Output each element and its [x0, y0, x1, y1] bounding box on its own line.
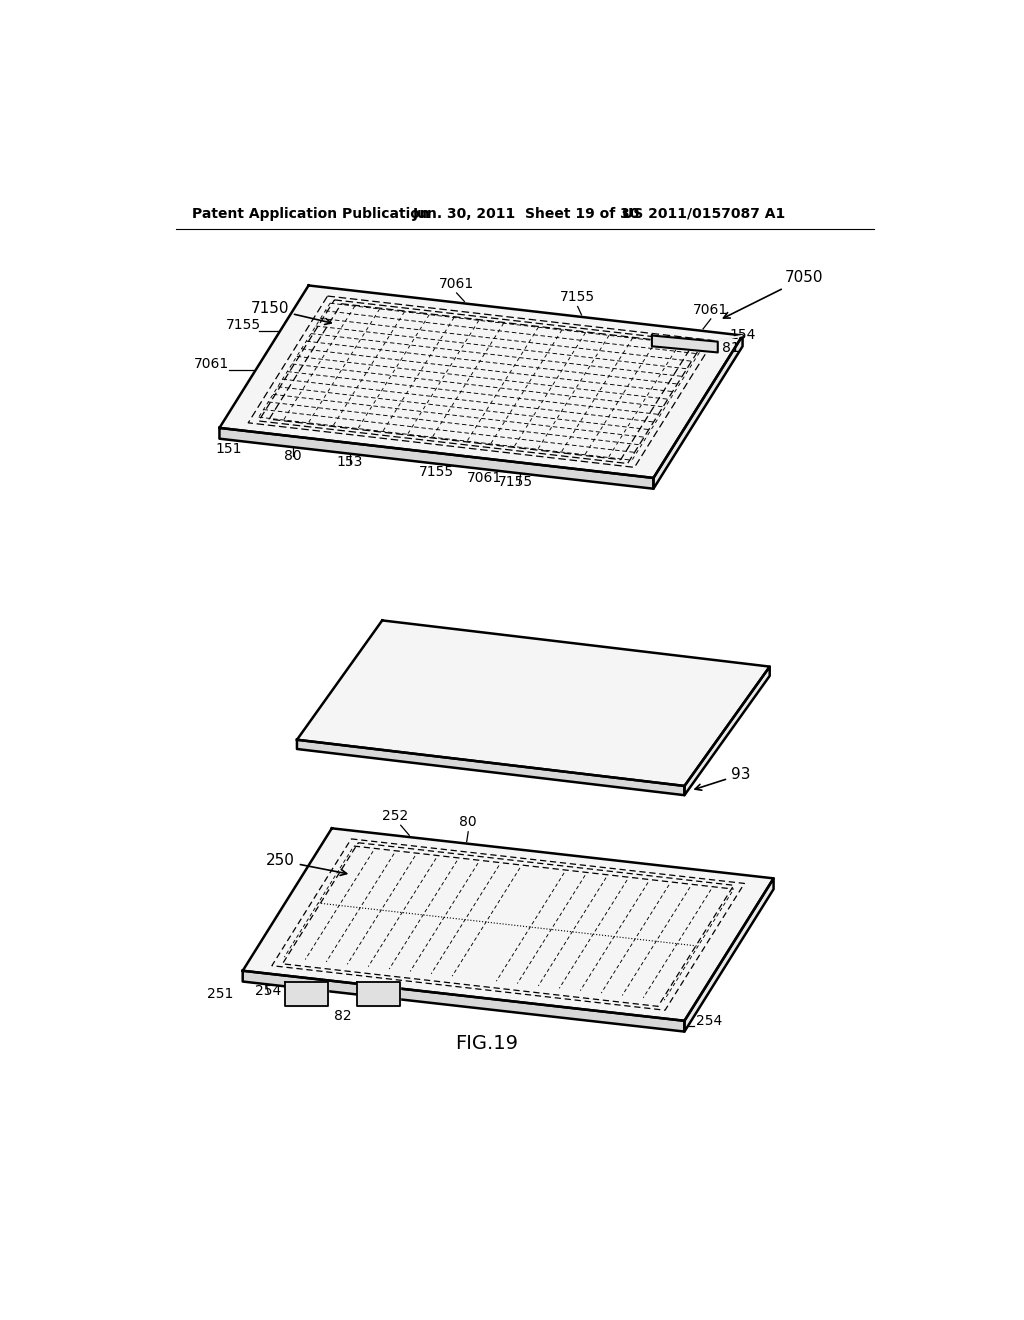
Text: 80: 80 — [285, 449, 302, 462]
Polygon shape — [684, 878, 773, 1032]
Text: 93: 93 — [695, 767, 751, 791]
Polygon shape — [243, 970, 684, 1032]
Text: 80: 80 — [460, 816, 477, 829]
Polygon shape — [357, 982, 400, 1006]
Text: 7155: 7155 — [498, 475, 534, 488]
Text: 7155: 7155 — [225, 318, 261, 333]
Polygon shape — [684, 667, 770, 795]
Text: 82: 82 — [334, 1008, 351, 1023]
Polygon shape — [716, 335, 742, 342]
Text: 7050: 7050 — [724, 271, 823, 318]
Text: 7061: 7061 — [194, 356, 229, 371]
Text: 7061: 7061 — [439, 277, 474, 290]
Text: 7155: 7155 — [419, 465, 454, 479]
Polygon shape — [219, 428, 653, 488]
Text: 154: 154 — [729, 329, 756, 342]
Text: 252: 252 — [382, 809, 409, 822]
Text: 254: 254 — [255, 985, 282, 998]
Polygon shape — [297, 620, 770, 785]
Text: 251: 251 — [207, 987, 233, 1002]
Text: 250: 250 — [266, 853, 347, 875]
Text: 7155: 7155 — [560, 290, 595, 304]
Text: 7150: 7150 — [251, 301, 331, 325]
Text: 81: 81 — [722, 342, 739, 355]
Text: 151: 151 — [216, 441, 242, 455]
Polygon shape — [286, 982, 328, 1006]
Text: 153: 153 — [337, 455, 362, 469]
Text: 254: 254 — [696, 1014, 722, 1028]
Polygon shape — [653, 335, 742, 488]
Text: Patent Application Publication: Patent Application Publication — [191, 207, 429, 220]
Polygon shape — [243, 829, 773, 1020]
Polygon shape — [297, 739, 684, 795]
Polygon shape — [219, 285, 742, 478]
Text: FIG.19: FIG.19 — [456, 1034, 518, 1052]
Text: 7061: 7061 — [693, 302, 728, 317]
Text: Jun. 30, 2011  Sheet 19 of 30: Jun. 30, 2011 Sheet 19 of 30 — [414, 207, 641, 220]
Text: US 2011/0157087 A1: US 2011/0157087 A1 — [623, 207, 785, 220]
Polygon shape — [652, 335, 718, 352]
Text: 7061: 7061 — [467, 470, 502, 484]
